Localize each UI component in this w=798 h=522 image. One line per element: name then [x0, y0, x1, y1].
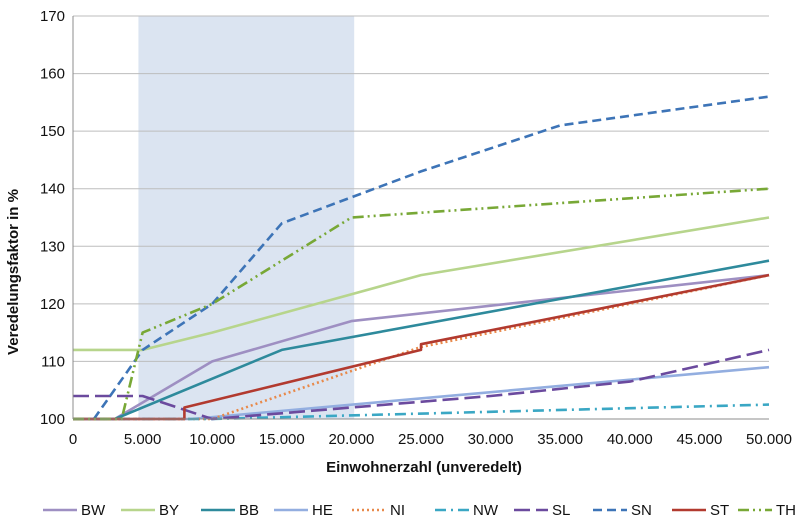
x-tick-label: 20.000: [328, 431, 374, 448]
y-tick-label: 140: [40, 181, 65, 198]
legend-label-nw: NW: [473, 502, 499, 519]
x-tick-label: 5.000: [124, 431, 162, 448]
legend-label-st: ST: [710, 502, 729, 519]
x-tick-label: 15.000: [259, 431, 305, 448]
legend-label-sn: SN: [631, 502, 652, 519]
x-tick-label: 10.000: [189, 431, 235, 448]
legend-label-bw: BW: [81, 502, 106, 519]
y-tick-label: 160: [40, 66, 65, 83]
series-line-sl: [73, 348, 770, 421]
legend-label-th: TH: [776, 502, 796, 519]
legend: BW BY BB HE NI NW SL SN ST TH: [43, 502, 796, 519]
legend-label-sl: SL: [552, 502, 570, 519]
y-tick-label: 100: [40, 411, 65, 428]
legend-label-by: BY: [159, 502, 179, 519]
y-tick-label: 120: [40, 296, 65, 313]
grid-layer: [73, 15, 769, 362]
y-axis-title: Veredelungsfaktor in %: [5, 189, 22, 355]
legend-label-bb: BB: [239, 502, 259, 519]
x-tick-label: 40.000: [607, 431, 653, 448]
x-axis-title: Einwohnerzahl (unveredelt): [326, 459, 522, 476]
legend-label-he: HE: [312, 502, 333, 519]
highlight-band: [138, 16, 355, 419]
legend-label-ni: NI: [390, 502, 405, 519]
series-line-by: [73, 216, 770, 352]
y-tick-label: 130: [40, 238, 65, 255]
axis-layer: 100 110 120 130 140 150 160 170 0 5.000 10.000 15.0…: [40, 8, 792, 448]
highlight-band-layer: [138, 16, 355, 419]
x-tick-label: 50.000: [746, 431, 792, 448]
y-tick-label: 150: [40, 123, 65, 140]
x-tick-label: 30.000: [468, 431, 514, 448]
x-tick-label: 45.000: [676, 431, 722, 448]
y-tick-label: 170: [40, 8, 65, 25]
x-tick-label: 25.000: [398, 431, 444, 448]
x-tick-label: 35.000: [537, 431, 583, 448]
y-tick-label: 110: [41, 353, 65, 370]
series-line-sn: [92, 95, 770, 420]
x-tick-label: 0: [69, 431, 77, 448]
